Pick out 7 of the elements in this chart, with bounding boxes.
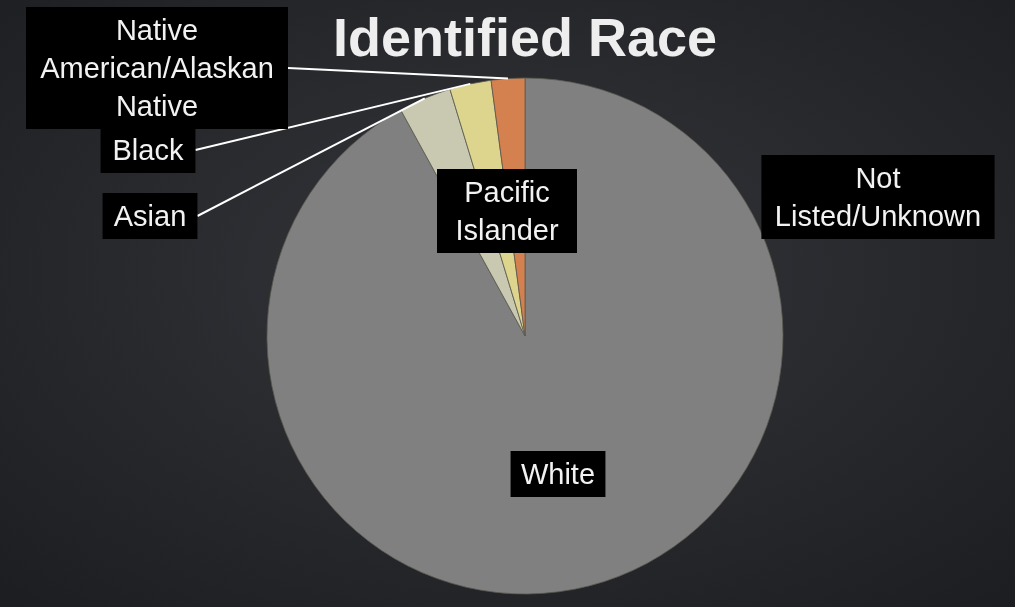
slice-label: Black <box>112 133 184 166</box>
category-label: Pacific Islander <box>455 175 559 246</box>
slice-label: Native American/Alaskan Native <box>40 13 274 122</box>
category-label: Not Listed/Unknown <box>774 161 982 232</box>
slice-label: Asian <box>113 199 187 232</box>
chart-title: Identified Race <box>332 7 718 67</box>
slice-label: White <box>520 457 596 490</box>
